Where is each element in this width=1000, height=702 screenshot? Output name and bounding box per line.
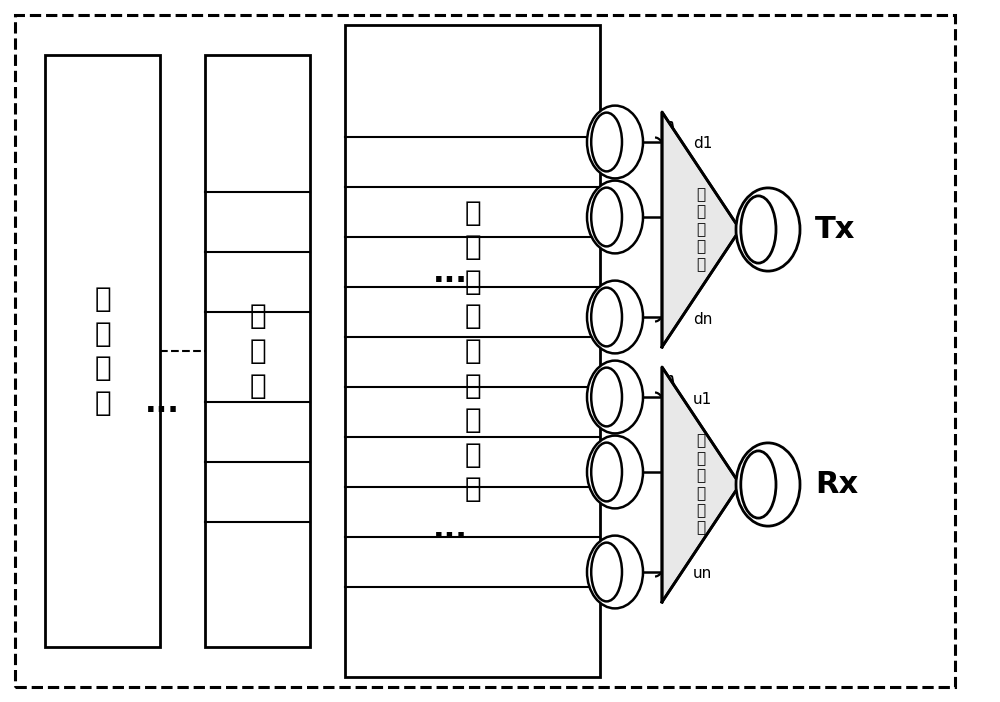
Ellipse shape [741, 451, 776, 518]
Ellipse shape [587, 180, 643, 253]
Text: 控
制
单
元: 控 制 单 元 [94, 285, 111, 417]
Ellipse shape [591, 112, 622, 171]
Bar [45, 55, 160, 647]
Ellipse shape [736, 443, 800, 526]
Ellipse shape [591, 288, 622, 346]
Text: $\lambda$: $\lambda$ [665, 550, 677, 569]
Text: 固
定
波
长
收
发
器
阵
列: 固 定 波 长 收 发 器 阵 列 [464, 199, 481, 503]
Bar [205, 55, 310, 647]
Text: ···: ··· [433, 267, 467, 296]
Ellipse shape [587, 281, 643, 353]
Text: $\lambda$: $\lambda$ [665, 195, 677, 215]
Ellipse shape [736, 188, 800, 271]
Text: ⋮: ⋮ [682, 510, 708, 534]
Text: 电
缓
存: 电 缓 存 [249, 303, 266, 399]
Ellipse shape [587, 536, 643, 609]
Text: un: un [693, 567, 712, 581]
Text: $\lambda$: $\lambda$ [665, 121, 677, 140]
Ellipse shape [587, 361, 643, 433]
Text: d2: d2 [693, 211, 712, 227]
Text: ···: ··· [145, 397, 180, 427]
Text: d1: d1 [693, 136, 712, 152]
Ellipse shape [587, 105, 643, 178]
Polygon shape [662, 112, 740, 347]
Text: Rx: Rx [815, 470, 858, 499]
Bar [345, 25, 600, 677]
Text: $\lambda$: $\lambda$ [665, 296, 677, 314]
Ellipse shape [741, 196, 776, 263]
Text: ⋮: ⋮ [682, 255, 708, 279]
Text: 波
分
复
用
端: 波 分 复 用 端 [696, 187, 706, 272]
Ellipse shape [591, 368, 622, 426]
Text: 解
波
分
复
用
端: 解 波 分 复 用 端 [696, 434, 706, 536]
Text: ···: ··· [433, 522, 467, 552]
Ellipse shape [591, 187, 622, 246]
Text: Tx: Tx [815, 215, 855, 244]
Ellipse shape [587, 436, 643, 508]
Ellipse shape [591, 442, 622, 501]
Text: dn: dn [693, 312, 712, 326]
Text: u1: u1 [693, 392, 712, 406]
Text: $\lambda$: $\lambda$ [665, 451, 677, 470]
Ellipse shape [591, 543, 622, 602]
Polygon shape [662, 367, 740, 602]
Text: $\lambda$: $\lambda$ [665, 376, 677, 395]
Text: u2: u2 [693, 467, 712, 482]
